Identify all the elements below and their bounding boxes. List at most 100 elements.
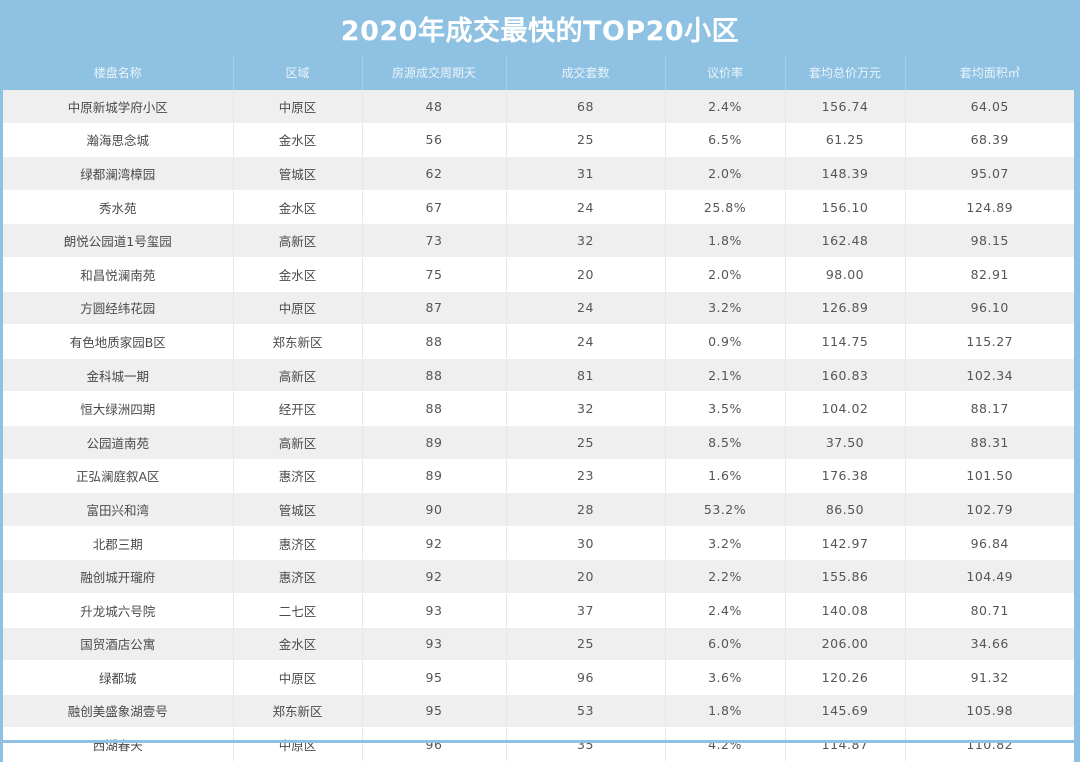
cell-name: 朗悦公园道1号玺园 [3, 223, 234, 258]
cell-units: 23 [506, 459, 666, 494]
cell-bargain-rate: 3.6% [665, 660, 786, 695]
cell-name: 有色地质家园B区 [3, 324, 234, 359]
cell-avg-area: 96.10 [905, 291, 1074, 326]
table-row: 有色地质家园B区 郑东新区 88 24 0.9% 114.75 115.27 [3, 324, 1074, 359]
cell-name: 秀水苑 [3, 190, 234, 225]
header-bargain-rate: 议价率 [665, 55, 786, 90]
cell-bargain-rate: 2.4% [665, 593, 786, 628]
cell-district: 郑东新区 [233, 324, 363, 359]
cell-district: 惠济区 [233, 526, 363, 561]
cell-district: 中原区 [233, 291, 363, 326]
table-row: 绿都澜湾樟园 管城区 62 31 2.0% 148.39 95.07 [3, 156, 1074, 191]
cell-name: 中原新城学府小区 [3, 90, 234, 124]
cell-avg-price: 155.86 [785, 559, 906, 594]
cell-bargain-rate: 0.9% [665, 324, 786, 359]
cell-cycle-days: 95 [362, 694, 507, 729]
cell-units: 24 [506, 291, 666, 326]
cell-district: 惠济区 [233, 459, 363, 494]
table-body: 中原新城学府小区 中原区 48 68 2.4% 156.74 64.05 瀚海思… [3, 90, 1074, 762]
table-row: 北郡三期 惠济区 92 30 3.2% 142.97 96.84 [3, 526, 1074, 561]
table-row: 升龙城六号院 二七区 93 37 2.4% 140.08 80.71 [3, 593, 1074, 628]
cell-avg-price: 120.26 [785, 660, 906, 695]
cell-cycle-days: 92 [362, 559, 507, 594]
cell-name: 公园道南苑 [3, 425, 234, 460]
cell-avg-price: 156.10 [785, 190, 906, 225]
cell-avg-area: 68.39 [905, 123, 1074, 158]
table-frame: 2020年成交最快的TOP20小区 楼盘名称 区域 房源成交周期天 成交套数 议… [3, 16, 1074, 762]
cell-district: 高新区 [233, 358, 363, 393]
cell-name: 恒大绿洲四期 [3, 391, 234, 426]
cell-avg-price: 104.02 [785, 391, 906, 426]
cell-avg-price: 61.25 [785, 123, 906, 158]
cell-avg-area: 96.84 [905, 526, 1074, 561]
cell-avg-price: 86.50 [785, 492, 906, 527]
cell-district: 中原区 [233, 90, 363, 124]
cell-bargain-rate: 1.8% [665, 223, 786, 258]
cell-cycle-days: 92 [362, 526, 507, 561]
cell-units: 32 [506, 223, 666, 258]
cell-units: 20 [506, 559, 666, 594]
cell-units: 53 [506, 694, 666, 729]
cell-units: 31 [506, 156, 666, 191]
cell-bargain-rate: 53.2% [665, 492, 786, 527]
cell-bargain-rate: 2.0% [665, 156, 786, 191]
cell-cycle-days: 87 [362, 291, 507, 326]
cell-bargain-rate: 2.0% [665, 257, 786, 292]
table-row: 融创美盛象湖壹号 郑东新区 95 53 1.8% 145.69 105.98 [3, 694, 1074, 729]
top20-table: 楼盘名称 区域 房源成交周期天 成交套数 议价率 套均总价万元 套均面积㎡ 中原… [3, 55, 1074, 762]
cell-avg-area: 98.15 [905, 223, 1074, 258]
cell-units: 28 [506, 492, 666, 527]
cell-district: 金水区 [233, 123, 363, 158]
cell-avg-area: 80.71 [905, 593, 1074, 628]
cell-district: 高新区 [233, 425, 363, 460]
cell-name: 富田兴和湾 [3, 492, 234, 527]
cell-avg-price: 160.83 [785, 358, 906, 393]
cell-avg-price: 114.87 [785, 727, 906, 762]
table-row: 富田兴和湾 管城区 90 28 53.2% 86.50 102.79 [3, 492, 1074, 527]
table-row: 金科城一期 高新区 88 81 2.1% 160.83 102.34 [3, 358, 1074, 393]
cell-avg-price: 140.08 [785, 593, 906, 628]
header-avg-area: 套均面积㎡ [959, 66, 1020, 80]
cell-cycle-days: 89 [362, 459, 507, 494]
cell-district: 金水区 [233, 627, 363, 662]
cell-name: 方圆经纬花园 [3, 291, 234, 326]
table-row: 恒大绿洲四期 经开区 88 32 3.5% 104.02 88.17 [3, 391, 1074, 426]
cell-avg-area: 102.79 [905, 492, 1074, 527]
cell-district: 郑东新区 [233, 694, 363, 729]
cell-cycle-days: 88 [362, 391, 507, 426]
table-row: 国贸酒店公寓 金水区 93 25 6.0% 206.00 34.66 [3, 627, 1074, 662]
cell-cycle-days: 62 [362, 156, 507, 191]
header-row: 楼盘名称 区域 房源成交周期天 成交套数 议价率 套均总价万元 套均面积㎡ [3, 55, 1074, 90]
cell-units: 20 [506, 257, 666, 292]
cell-avg-price: 206.00 [785, 627, 906, 662]
cell-name: 融创美盛象湖壹号 [3, 694, 234, 729]
cell-cycle-days: 93 [362, 627, 507, 662]
cell-name: 正弘澜庭叙A区 [3, 459, 234, 494]
cell-bargain-rate: 4.2% [665, 727, 786, 762]
cell-avg-area: 95.07 [905, 156, 1074, 191]
cell-units: 25 [506, 123, 666, 158]
cell-units: 24 [506, 190, 666, 225]
cell-avg-area: 88.31 [905, 425, 1074, 460]
cell-units: 81 [506, 358, 666, 393]
cell-avg-price: 148.39 [785, 156, 906, 191]
cell-avg-area: 34.66 [905, 627, 1074, 662]
cell-bargain-rate: 3.5% [665, 391, 786, 426]
cell-cycle-days: 67 [362, 190, 507, 225]
table-row: 朗悦公园道1号玺园 高新区 73 32 1.8% 162.48 98.15 [3, 223, 1074, 258]
cell-units: 37 [506, 593, 666, 628]
cell-bargain-rate: 1.8% [665, 694, 786, 729]
table-row: 和昌悦澜南苑 金水区 75 20 2.0% 98.00 82.91 [3, 257, 1074, 292]
cell-bargain-rate: 1.6% [665, 459, 786, 494]
cell-avg-area: 91.32 [905, 660, 1074, 695]
cell-avg-area: 115.27 [905, 324, 1074, 359]
header-cycle-days: 房源成交周期天 [362, 55, 507, 90]
cell-bargain-rate: 8.5% [665, 425, 786, 460]
cell-name: 西湖春天 [3, 727, 234, 762]
cell-name: 北郡三期 [3, 526, 234, 561]
cell-avg-area: 102.34 [905, 358, 1074, 393]
cell-name: 和昌悦澜南苑 [3, 257, 234, 292]
cell-avg-price: 162.48 [785, 223, 906, 258]
cell-avg-price: 142.97 [785, 526, 906, 561]
cell-name: 绿都城 [3, 660, 234, 695]
